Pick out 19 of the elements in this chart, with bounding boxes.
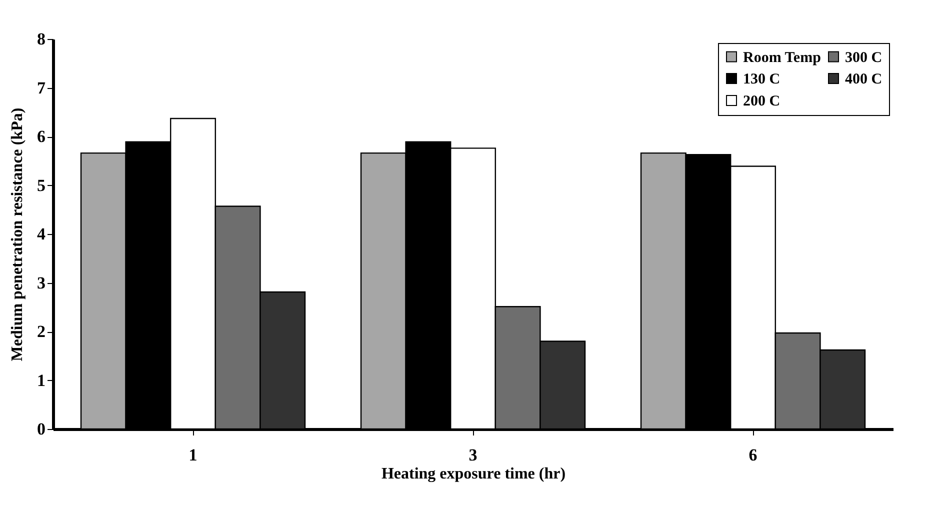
legend-label: 300 C xyxy=(845,50,882,66)
y-tick-label: 7 xyxy=(37,78,46,98)
y-tick-label: 8 xyxy=(37,30,46,48)
y-tick-label: 0 xyxy=(37,420,46,438)
legend-label: 200 C xyxy=(743,94,780,110)
y-tick-label: 3 xyxy=(37,273,46,292)
legend-label: Room Temp xyxy=(743,50,821,66)
y-tick-label: 2 xyxy=(37,322,46,341)
x-tick-label: 3 xyxy=(468,446,478,464)
x-tick-label: 6 xyxy=(748,446,758,464)
y-tick-label: 1 xyxy=(37,370,46,390)
x-tick-label: 1 xyxy=(188,446,198,464)
y-tick-label: 5 xyxy=(37,176,46,195)
y-axis-title: Medium penetration resistance (kPa) xyxy=(9,108,26,362)
legend-label: 130 C xyxy=(743,72,780,88)
y-tick-label: 6 xyxy=(37,127,46,146)
legend-label: 400 C xyxy=(845,72,882,88)
y-tick-label: 4 xyxy=(37,224,46,244)
x-axis-title: Heating exposure time (hr) xyxy=(381,466,566,482)
